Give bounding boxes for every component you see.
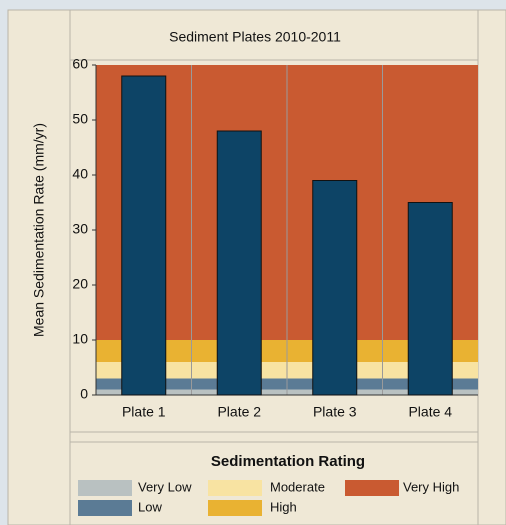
bar [121, 75, 167, 396]
bar [216, 130, 262, 396]
legend-label: Very High [403, 479, 459, 494]
y-tick-label: 10 [72, 331, 88, 347]
legend-swatch [78, 480, 132, 496]
bar [312, 180, 358, 396]
legend-title: Sedimentation Rating [211, 453, 365, 470]
y-tick-label: 20 [72, 276, 88, 292]
left-panel [7, 9, 71, 525]
bar [407, 202, 453, 396]
right-panel [477, 9, 506, 525]
legend-label: High [270, 499, 297, 514]
y-axis-label: Mean Sedimentation Rate (mm/yr) [31, 123, 47, 337]
y-tick-label: 50 [72, 111, 88, 127]
x-tick-label: Plate 4 [408, 404, 452, 420]
chart-title: Sediment Plates 2010-2011 [169, 29, 341, 45]
x-tick-label: Plate 3 [313, 404, 357, 420]
y-tick-label: 30 [72, 221, 88, 237]
y-tick-label: 60 [72, 56, 88, 72]
y-tick-label: 40 [72, 166, 88, 182]
legend-swatch [208, 480, 262, 496]
legend-swatch [208, 500, 262, 516]
legend-label: Low [138, 499, 162, 514]
x-tick-label: Plate 2 [217, 404, 261, 420]
legend-label: Moderate [270, 479, 325, 494]
legend-swatch [345, 480, 399, 496]
legend-label: Very Low [138, 479, 192, 494]
y-tick-label: 0 [80, 386, 88, 402]
legend-swatch [78, 500, 132, 516]
x-tick-label: Plate 1 [122, 404, 166, 420]
